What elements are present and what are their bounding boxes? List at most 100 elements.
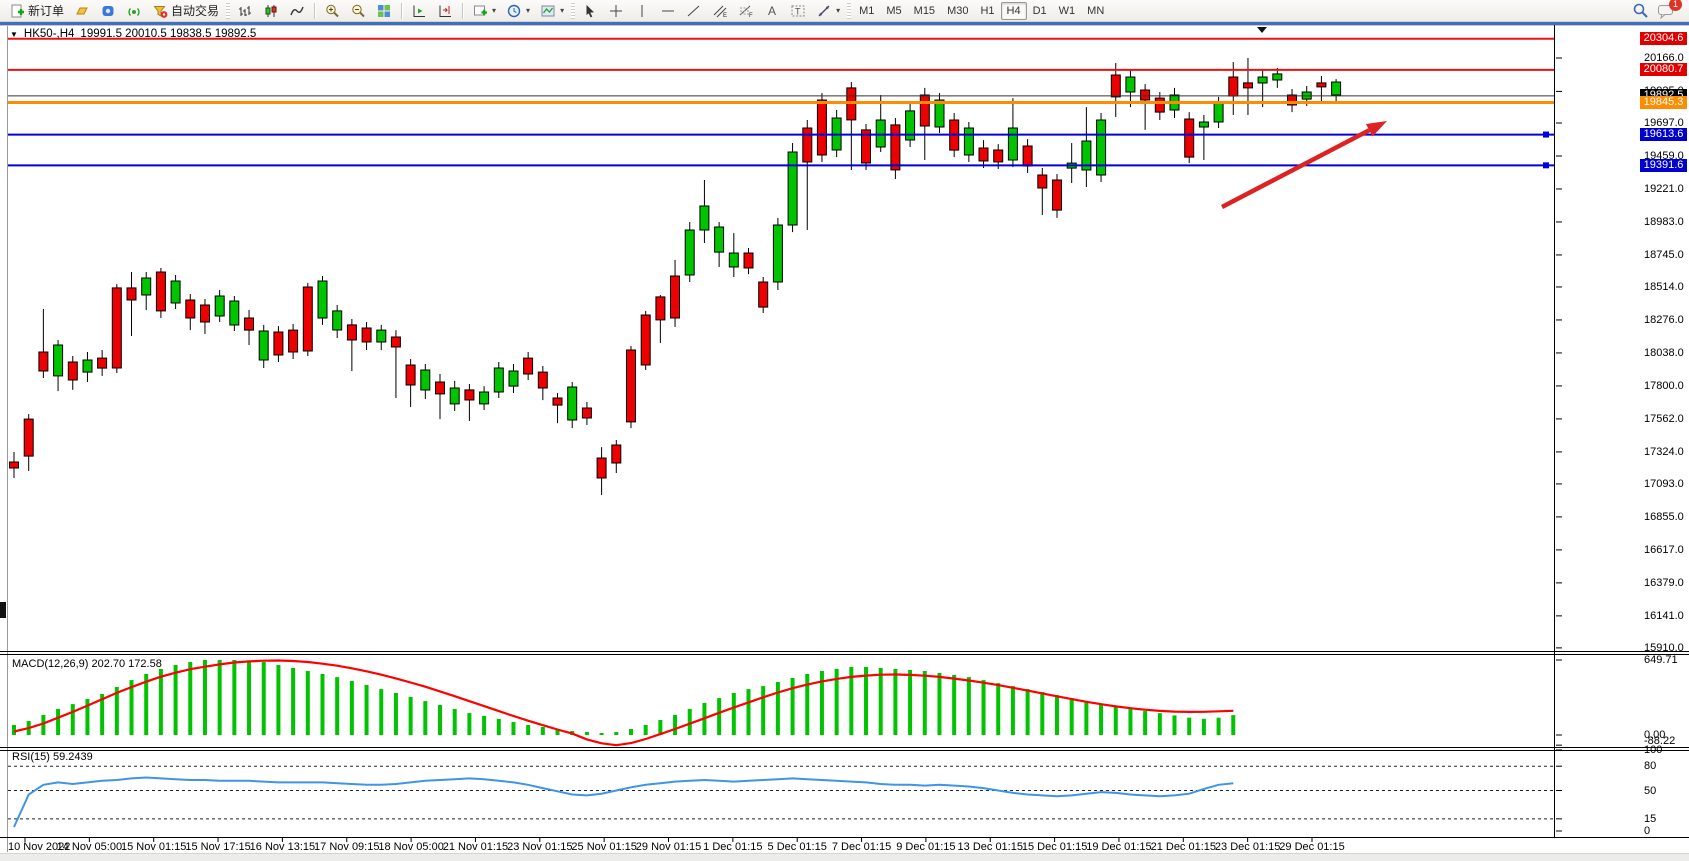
candlestick[interactable] xyxy=(963,127,974,156)
candlestick[interactable] xyxy=(420,369,431,391)
community-button[interactable] xyxy=(95,1,121,21)
timeframe-button-W1[interactable]: W1 xyxy=(1058,4,1076,17)
signals-button[interactable] xyxy=(121,1,147,21)
candlestick[interactable] xyxy=(993,149,1004,163)
candlestick[interactable] xyxy=(611,444,622,464)
candlestick[interactable] xyxy=(861,129,871,164)
search-button[interactable] xyxy=(1632,2,1649,19)
candlestick[interactable] xyxy=(978,147,989,162)
candlestick[interactable] xyxy=(1154,97,1165,113)
timeframe-button-M15[interactable]: M15 xyxy=(913,4,936,17)
candlestick[interactable] xyxy=(1198,121,1209,128)
candlestick[interactable] xyxy=(508,370,519,387)
candlestick[interactable] xyxy=(200,304,210,323)
candlestick[interactable] xyxy=(875,119,886,148)
trend-arrow-line[interactable] xyxy=(1220,128,1371,209)
candlestick[interactable] xyxy=(1287,94,1297,106)
periodicity-button[interactable]: ▾ xyxy=(501,1,535,21)
text-label-tool-button[interactable]: T xyxy=(785,1,811,21)
line-chart-button[interactable] xyxy=(284,1,310,21)
line-handle[interactable] xyxy=(1543,162,1549,169)
notifications-button[interactable]: 1 xyxy=(1657,0,1682,19)
timeframe-button-M5[interactable]: M5 xyxy=(886,4,902,17)
tile-windows-button[interactable] xyxy=(371,1,397,21)
templates-button[interactable]: ▾ xyxy=(535,1,569,21)
candlestick[interactable] xyxy=(934,99,945,128)
candlestick[interactable] xyxy=(376,329,387,343)
candlestick[interactable] xyxy=(332,310,343,331)
line-handle[interactable] xyxy=(1543,131,1549,138)
timeframe-button-H1[interactable]: H1 xyxy=(980,4,995,17)
gold-button[interactable] xyxy=(69,1,95,21)
candlestick[interactable] xyxy=(684,229,695,276)
candlestick[interactable] xyxy=(537,371,548,389)
candlestick[interactable] xyxy=(317,280,328,319)
candlestick[interactable] xyxy=(288,329,299,353)
candlestick[interactable] xyxy=(523,357,534,375)
candlestick[interactable] xyxy=(787,151,798,226)
vertical-line-tool-button[interactable] xyxy=(629,1,655,21)
candlestick[interactable] xyxy=(714,226,725,253)
candlestick[interactable] xyxy=(802,127,813,163)
candlestick[interactable] xyxy=(302,286,313,352)
candlestick[interactable] xyxy=(38,351,49,372)
candlestick[interactable] xyxy=(596,457,607,479)
candlestick[interactable] xyxy=(743,252,754,269)
candlestick[interactable] xyxy=(23,418,34,457)
candlestick[interactable] xyxy=(141,277,152,296)
auto-scroll-button[interactable] xyxy=(432,1,458,21)
zoom-in-button[interactable] xyxy=(319,1,345,21)
candlestick[interactable] xyxy=(728,252,739,268)
candlestick[interactable] xyxy=(479,391,490,405)
candlestick[interactable] xyxy=(1022,145,1033,167)
candlestick[interactable] xyxy=(1125,76,1136,93)
candlestick[interactable] xyxy=(405,364,416,386)
timeframe-button-M30[interactable]: M30 xyxy=(947,4,969,17)
trend-arrow-head[interactable] xyxy=(1366,121,1387,137)
candlestick[interactable] xyxy=(1037,174,1048,189)
chart-shift-button[interactable] xyxy=(406,1,432,21)
candlestick[interactable] xyxy=(640,314,651,366)
candlestick[interactable] xyxy=(435,381,445,395)
candlestick[interactable] xyxy=(97,357,108,369)
candlestick[interactable] xyxy=(82,359,93,373)
candlestick[interactable] xyxy=(758,281,769,308)
trendline-tool-button[interactable] xyxy=(681,1,707,21)
timeframe-button-MN[interactable]: MN xyxy=(1087,4,1105,17)
candlestick[interactable] xyxy=(464,389,475,401)
horizontal-line-tool-button[interactable] xyxy=(655,1,681,21)
timeframe-button-H4[interactable]: H4 xyxy=(1000,1,1027,20)
candlestick[interactable] xyxy=(1228,76,1239,97)
crosshair-tool-button[interactable] xyxy=(603,1,629,21)
candlestick[interactable] xyxy=(346,324,357,341)
candlestick[interactable] xyxy=(552,397,563,406)
candlestick[interactable] xyxy=(493,367,504,393)
candlestick[interactable] xyxy=(244,317,254,331)
candlestick[interactable] xyxy=(1140,89,1151,101)
candlestick[interactable] xyxy=(155,271,166,312)
candlestick-chart-button[interactable] xyxy=(258,1,284,21)
candlestick[interactable] xyxy=(626,349,636,423)
candlestick[interactable] xyxy=(670,275,680,319)
candlestick[interactable] xyxy=(170,280,181,304)
candlestick[interactable] xyxy=(890,124,901,171)
candlestick[interactable] xyxy=(699,205,710,231)
candlestick[interactable] xyxy=(9,461,19,469)
candlestick[interactable] xyxy=(390,336,401,348)
candlestick[interactable] xyxy=(53,344,64,377)
candlestick[interactable] xyxy=(772,224,783,283)
candlestick[interactable] xyxy=(567,386,578,421)
candlestick[interactable] xyxy=(1331,81,1342,96)
auto-trading-button[interactable]: 自动交易 xyxy=(147,1,224,21)
candlestick[interactable] xyxy=(581,407,592,419)
candlestick[interactable] xyxy=(1081,140,1092,171)
new-chart-button[interactable]: ▾ xyxy=(467,1,501,21)
candlestick[interactable] xyxy=(655,296,666,321)
timeframe-button-M1[interactable]: M1 xyxy=(859,4,875,17)
candlestick[interactable] xyxy=(1243,82,1253,89)
candlestick[interactable] xyxy=(1184,118,1195,158)
candlestick[interactable] xyxy=(1213,102,1224,123)
candlestick[interactable] xyxy=(919,94,930,127)
candlestick[interactable] xyxy=(816,99,827,156)
